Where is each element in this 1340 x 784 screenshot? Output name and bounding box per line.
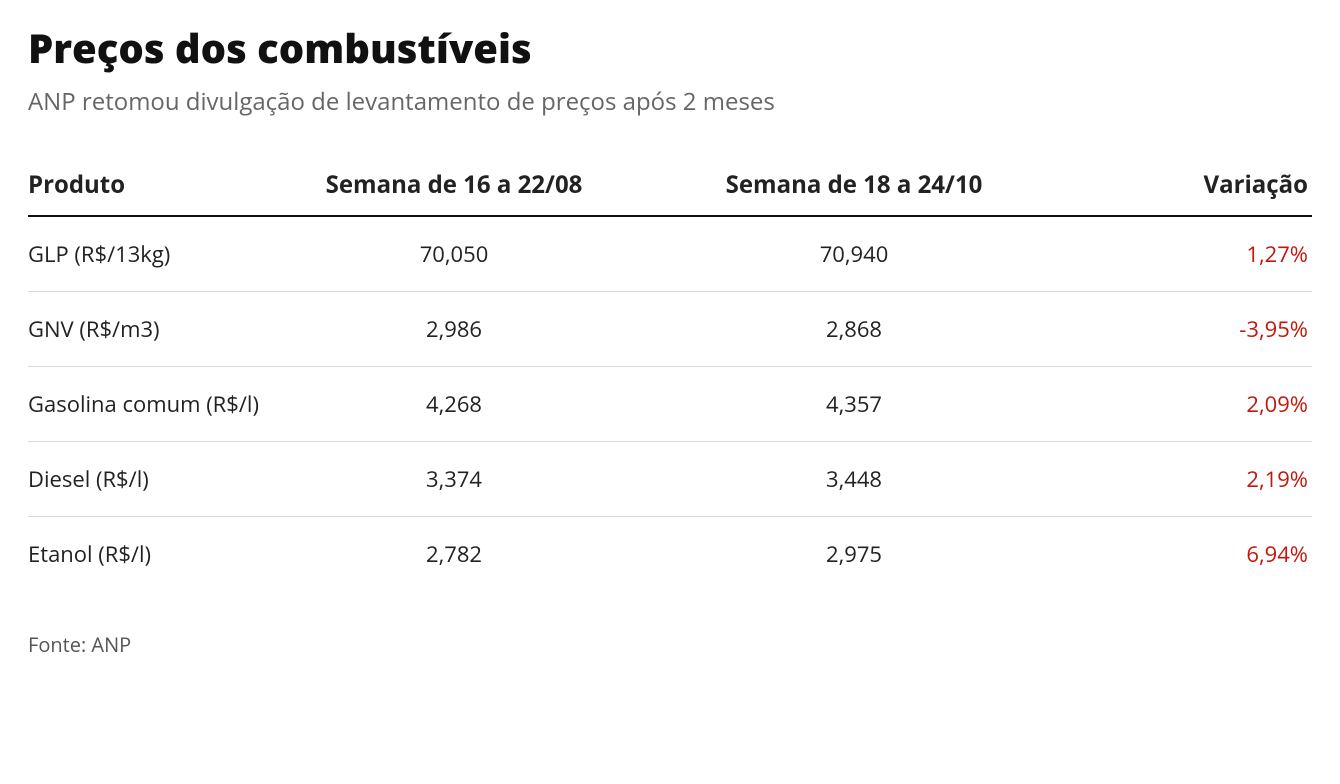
cell-week1: 3,374 [288,442,628,517]
cell-week2: 2,975 [628,517,1088,592]
table-row: Etanol (R$/l) 2,782 2,975 6,94% [28,517,1312,592]
cell-week2: 2,868 [628,292,1088,367]
col-header-week2: Semana de 18 a 24/10 [628,154,1088,216]
page-title: Preços dos combustíveis [28,20,1312,75]
cell-product: Diesel (R$/l) [28,442,288,517]
table-row: Gasolina comum (R$/l) 4,268 4,357 2,09% [28,367,1312,442]
col-header-product: Produto [28,154,288,216]
cell-week1: 70,050 [288,216,628,292]
cell-product: GLP (R$/13kg) [28,216,288,292]
col-header-week1: Semana de 16 a 22/08 [288,154,628,216]
cell-product: Etanol (R$/l) [28,517,288,592]
cell-variation: 2,19% [1088,442,1312,517]
fuel-prices-panel: Preços dos combustíveis ANP retomou divu… [0,0,1340,688]
table-row: GNV (R$/m3) 2,986 2,868 -3,95% [28,292,1312,367]
table-row: GLP (R$/13kg) 70,050 70,940 1,27% [28,216,1312,292]
cell-week2: 4,357 [628,367,1088,442]
cell-variation: 6,94% [1088,517,1312,592]
cell-variation: 1,27% [1088,216,1312,292]
page-subtitle: ANP retomou divulgação de levantamento d… [28,85,1312,118]
source-note: Fonte: ANP [28,631,1312,658]
table-row: Diesel (R$/l) 3,374 3,448 2,19% [28,442,1312,517]
cell-week1: 2,782 [288,517,628,592]
cell-week2: 70,940 [628,216,1088,292]
cell-product: GNV (R$/m3) [28,292,288,367]
cell-product: Gasolina comum (R$/l) [28,367,288,442]
fuel-prices-table: Produto Semana de 16 a 22/08 Semana de 1… [28,154,1312,591]
cell-week1: 4,268 [288,367,628,442]
cell-week1: 2,986 [288,292,628,367]
cell-variation: -3,95% [1088,292,1312,367]
cell-week2: 3,448 [628,442,1088,517]
cell-variation: 2,09% [1088,367,1312,442]
table-header-row: Produto Semana de 16 a 22/08 Semana de 1… [28,154,1312,216]
col-header-variation: Variação [1088,154,1312,216]
